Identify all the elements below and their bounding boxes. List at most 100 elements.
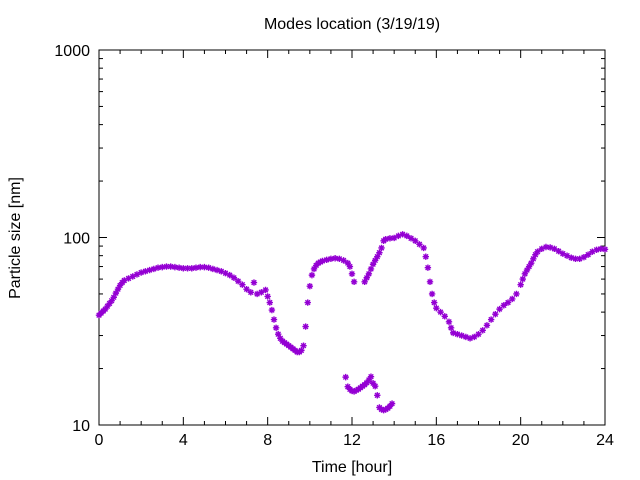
data-point (247, 289, 254, 296)
data-point (519, 275, 526, 283)
x-tick-label: 20 (512, 432, 530, 449)
data-point (327, 255, 335, 262)
data-point (407, 235, 415, 242)
data-point (226, 271, 233, 279)
data-point (521, 270, 529, 278)
data-point (523, 266, 531, 274)
x-axis-label: Time [hour] (312, 459, 392, 476)
data-point (559, 250, 567, 257)
y-tick-label: 1000 (54, 43, 90, 60)
data-point (538, 245, 545, 253)
data-point (188, 265, 195, 272)
data-point (471, 333, 478, 341)
data-point (298, 347, 305, 354)
data-point (371, 383, 379, 390)
data-point (331, 255, 339, 262)
data-point (462, 333, 470, 341)
data-point (371, 257, 379, 264)
data-point (230, 274, 238, 281)
data-point (350, 388, 358, 395)
data-point (367, 373, 375, 380)
y-tick-label: 10 (72, 418, 90, 435)
data-point (424, 264, 432, 271)
data-point (428, 290, 436, 298)
data-point (542, 243, 550, 251)
data-point (528, 259, 535, 267)
data-point (447, 324, 455, 331)
data-point (133, 271, 141, 278)
data-point (268, 306, 276, 314)
data-point (344, 259, 351, 267)
data-point (163, 263, 170, 270)
data-point (530, 255, 537, 262)
data-point (146, 266, 153, 274)
data-point (348, 270, 356, 278)
data-point (437, 308, 444, 316)
x-tick-label: 8 (263, 432, 272, 449)
data-point (509, 295, 516, 303)
data-point (576, 255, 583, 262)
chart-title: Modes location (3/19/19) (264, 16, 440, 33)
data-point (270, 316, 278, 323)
data-point (142, 268, 149, 275)
data-point (369, 380, 377, 387)
data-point (137, 269, 145, 276)
data-point (390, 234, 398, 242)
data-point (513, 290, 520, 298)
data-point (388, 400, 396, 407)
data-point (116, 282, 124, 289)
data-point (525, 263, 533, 270)
data-point (300, 342, 307, 349)
data-point (395, 232, 402, 240)
plot-frame (98, 49, 606, 426)
data-point (500, 302, 507, 309)
data-point (475, 330, 482, 338)
data-point (213, 266, 221, 274)
data-point (441, 313, 448, 320)
data-point (306, 282, 314, 290)
data-points (95, 231, 609, 414)
data-point (239, 281, 246, 288)
data-point (374, 392, 381, 399)
data-point (258, 289, 265, 296)
data-point (304, 299, 311, 306)
data-point (376, 249, 383, 256)
data-point (367, 265, 375, 273)
data-point (102, 305, 109, 313)
data-point (386, 235, 394, 242)
data-point (378, 244, 385, 252)
data-point (323, 256, 330, 264)
data-point (386, 402, 394, 410)
data-point (365, 270, 373, 278)
data-point (275, 330, 282, 338)
data-point (532, 251, 539, 258)
data-point (159, 263, 166, 271)
data-point (563, 252, 571, 259)
data-point (175, 264, 183, 271)
data-point (319, 257, 326, 265)
data-point (580, 254, 588, 261)
data-point (374, 253, 381, 260)
x-tick-label: 0 (95, 432, 104, 449)
data-point (262, 286, 269, 294)
data-point (222, 270, 229, 277)
data-point (555, 248, 562, 255)
data-point (342, 373, 349, 381)
data-point (154, 264, 162, 271)
data-point (243, 285, 250, 293)
data-point (302, 323, 309, 330)
data-point (171, 263, 179, 271)
data-point (344, 383, 351, 390)
data-point (272, 324, 280, 331)
data-point (167, 263, 174, 270)
y-tick-label: 100 (63, 231, 90, 248)
data-point (104, 303, 111, 310)
data-point (310, 265, 318, 273)
data-point (353, 387, 360, 394)
data-point (412, 237, 419, 245)
data-point (150, 265, 158, 273)
data-point (180, 265, 187, 272)
data-point (517, 281, 524, 288)
data-point (129, 273, 136, 280)
